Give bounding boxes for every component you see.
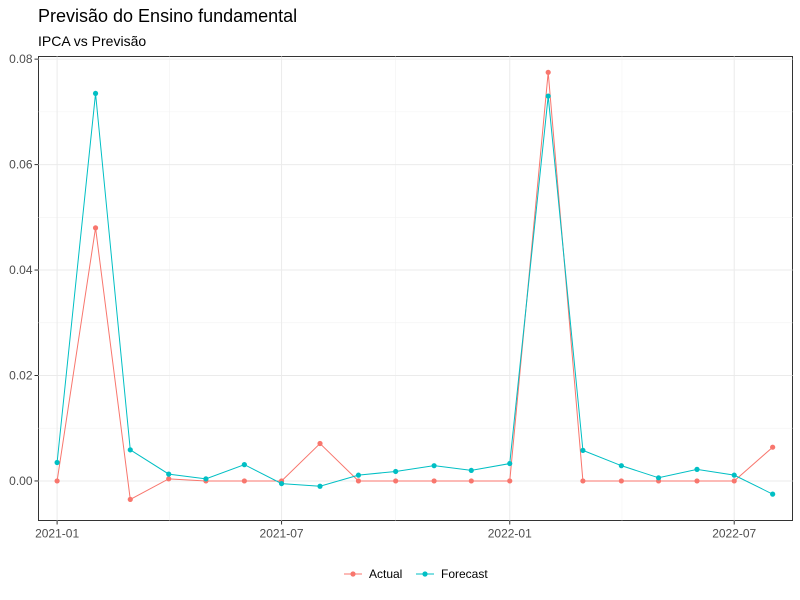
data-point-forecast — [355, 472, 362, 478]
legend-label: Forecast — [441, 567, 488, 581]
x-tick-label: 2021-01 — [35, 527, 79, 541]
legend: Actual Forecast — [344, 567, 488, 581]
legend-label: Actual — [369, 567, 402, 581]
legend-key-point — [350, 571, 356, 577]
data-point-forecast — [731, 472, 737, 478]
data-point-actual — [618, 478, 624, 484]
data-point-forecast — [166, 471, 172, 477]
y-tick-label: 0.08 — [9, 52, 33, 66]
data-point-actual — [731, 478, 737, 484]
legend-key-point — [422, 571, 428, 577]
data-point-forecast — [127, 447, 133, 453]
data-point-forecast — [580, 447, 586, 453]
data-point-forecast — [393, 468, 399, 475]
data-point-forecast — [545, 93, 551, 99]
data-point-forecast — [92, 90, 99, 97]
data-point-actual — [317, 440, 323, 447]
y-tick-label: 0.00 — [9, 474, 33, 488]
data-point-actual — [54, 478, 60, 484]
data-point-forecast — [770, 491, 776, 497]
minor-gridlines — [38, 56, 793, 521]
data-point-actual — [393, 478, 399, 484]
data-point-actual — [127, 496, 133, 503]
data-point-forecast — [241, 462, 247, 468]
data-point-actual — [431, 478, 437, 484]
series-line-actual — [56, 72, 773, 501]
data-point-forecast — [694, 466, 700, 472]
data-point-forecast — [655, 475, 662, 481]
data-point-forecast — [507, 460, 513, 467]
chart-subtitle: IPCA vs Previsão — [38, 33, 147, 49]
x-tick-label: 2022-07 — [712, 527, 756, 541]
data-point-actual — [92, 225, 99, 231]
data-point-forecast — [54, 459, 60, 466]
data-point-actual — [241, 478, 247, 484]
plot-panel — [38, 56, 793, 521]
x-tick-label: 2022-01 — [488, 527, 532, 541]
y-tick-label: 0.04 — [9, 263, 33, 277]
y-tick-label: 0.06 — [9, 158, 33, 172]
data-point-actual — [355, 478, 362, 484]
data-point-actual — [545, 69, 551, 75]
series-layer — [54, 69, 776, 503]
data-point-forecast — [468, 467, 474, 474]
data-point-actual — [770, 444, 776, 450]
data-point-forecast — [618, 463, 624, 469]
data-point-forecast — [317, 483, 323, 489]
chart-title: Previsão do Ensino fundamental — [38, 6, 298, 26]
data-point-forecast — [278, 480, 285, 487]
data-point-actual — [694, 478, 700, 484]
data-point-forecast — [431, 463, 437, 469]
series-line-forecast — [56, 93, 773, 495]
data-point-forecast — [203, 476, 209, 482]
axis-layer: 0.00 0.02 0.04 0.06 0.08 2021-01 2021-07 2022-0… — [9, 52, 756, 540]
data-point-actual — [507, 478, 513, 484]
data-point-actual — [468, 478, 474, 484]
x-tick-label: 2021-07 — [260, 527, 304, 541]
y-tick-label: 0.02 — [9, 369, 33, 383]
data-point-actual — [580, 478, 586, 484]
data-point-actual — [166, 476, 172, 482]
